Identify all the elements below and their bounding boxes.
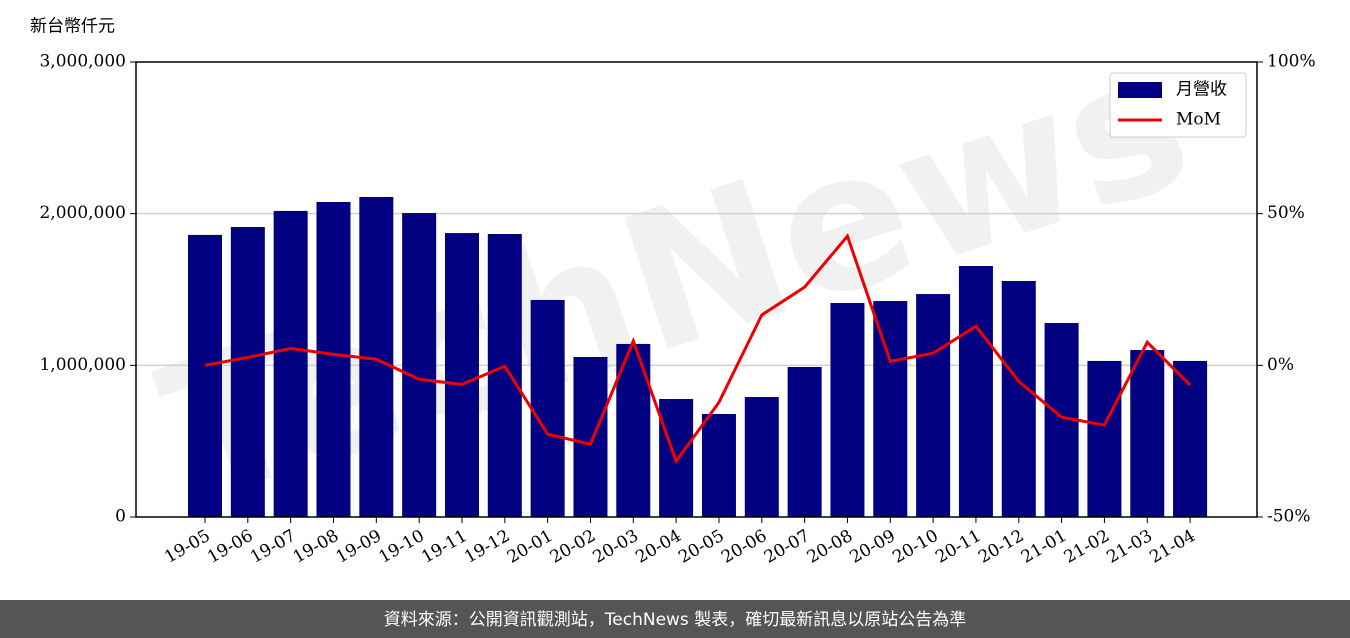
bar: [958, 265, 993, 517]
bar: [188, 234, 222, 517]
x-tick-label: 19-08: [290, 526, 342, 568]
bar: [787, 367, 822, 517]
bar: [916, 294, 951, 517]
plot-frame: [135, 61, 1258, 518]
x-tick-label: 20-05: [675, 526, 727, 568]
bar: [1130, 350, 1165, 517]
y2-tick-label: 50%: [1267, 203, 1305, 223]
y-tick-label: 1,000,000: [39, 355, 126, 375]
x-tick-label: 19-09: [333, 526, 385, 568]
x-tick-label: 21-04: [1146, 526, 1198, 568]
bar: [1001, 281, 1036, 517]
bar: [273, 210, 308, 518]
y-tick-label: 3,000,000: [39, 52, 126, 72]
line: [204, 233, 1192, 465]
x-tick-label: 20-10: [889, 526, 941, 568]
bar: [402, 213, 437, 517]
x-tick-label: 21-01: [1018, 526, 1070, 568]
bar: [1087, 360, 1122, 517]
x-tick-label: 19-11: [418, 526, 470, 568]
x-tick-label: 21-03: [1104, 526, 1156, 568]
y-axis-label: 新台幣仟元: [30, 17, 115, 37]
legend-label: 月營收: [1176, 80, 1227, 100]
x-tick-label: 19-07: [247, 526, 299, 568]
x-tick-label: 20-09: [847, 526, 899, 568]
bar: [830, 302, 865, 517]
bar: [873, 301, 908, 517]
y2-tick-label: -50%: [1267, 507, 1311, 527]
x-tick-label: 20-04: [632, 526, 684, 568]
bar: [1173, 360, 1208, 517]
x-tick-label: 20-02: [547, 526, 599, 568]
x-tick-label: 20-08: [804, 526, 856, 568]
x-tick-label: 21-02: [1061, 526, 1113, 568]
y-tick-label: 2,000,000: [39, 203, 126, 223]
x-tick-label: 20-07: [761, 526, 813, 568]
bar: [573, 356, 608, 517]
bar: [487, 233, 522, 518]
x-tick-label: 19-05: [161, 526, 213, 568]
bar: [744, 397, 779, 517]
x-tick-label: 19-10: [375, 526, 427, 568]
x-tick-label: 20-12: [975, 526, 1027, 568]
footer: 資料來源：公開資訊觀測站，TechNews 製表，確切最新訊息以原站公告為準: [384, 610, 966, 630]
x-tick-label: 20-11: [932, 526, 984, 568]
bar: [316, 201, 351, 517]
bar: [444, 233, 479, 517]
bar: [230, 227, 265, 517]
x-tick-label: 20-01: [504, 526, 556, 568]
y-tick-label: 0: [115, 507, 126, 527]
legend-swatch: [1118, 82, 1162, 98]
y2-tick-label: 0%: [1267, 355, 1294, 375]
x-tick-label: 19-12: [461, 526, 513, 568]
bar: [701, 414, 736, 517]
footer-bar: [0, 600, 1350, 638]
x-tick-label: 20-03: [590, 526, 642, 568]
bar: [530, 299, 565, 517]
legend-label: MoM: [1176, 110, 1221, 130]
y2-tick-label: 100%: [1267, 52, 1316, 72]
x-tick-label: 20-06: [718, 526, 770, 568]
